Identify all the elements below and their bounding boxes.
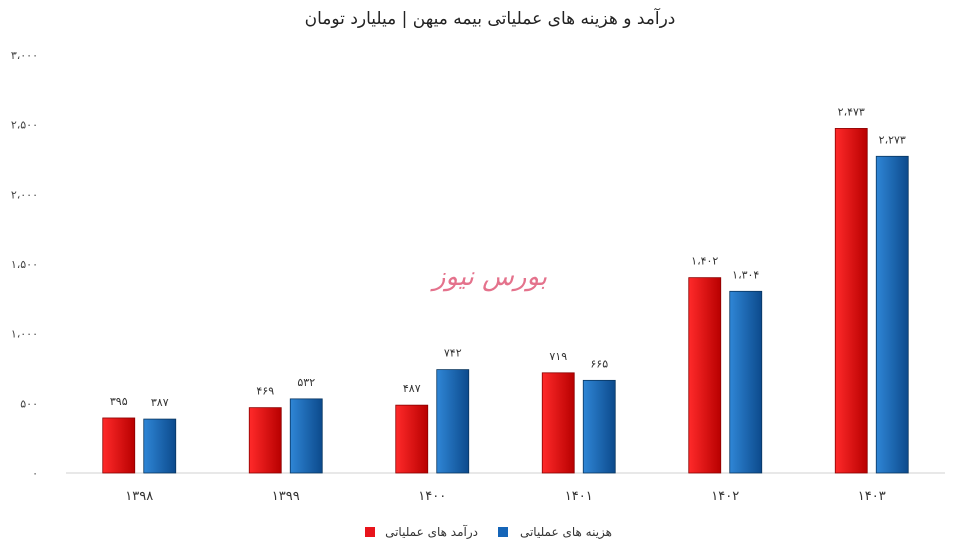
bar-revenue <box>395 404 429 474</box>
data-label: ۱،۳۰۴ <box>732 268 759 281</box>
data-label: ۳۸۷ <box>151 396 169 409</box>
y-tick-label: ۲،۵۰۰ <box>11 119 38 132</box>
bar-revenue <box>248 407 282 474</box>
bar-expense <box>875 155 909 474</box>
data-label: ۷۱۹ <box>549 350 567 363</box>
x-tick-label: ۱۳۹۹ <box>272 489 300 504</box>
y-tick-label: ۱،۵۰۰ <box>11 258 38 271</box>
data-label: ۷۴۲ <box>444 347 462 360</box>
data-label: ۲،۲۷۳ <box>879 133 906 146</box>
x-tick-label: ۱۳۹۸ <box>125 489 153 504</box>
bar-revenue <box>541 372 575 474</box>
y-tick-label: ۵۰۰ <box>20 397 38 410</box>
legend-swatch-expense <box>498 527 508 537</box>
legend-swatch-revenue <box>365 527 375 537</box>
data-label: ۴۶۹ <box>256 385 274 398</box>
legend-label-expense: هزینه های عملیاتی <box>520 525 612 540</box>
data-label: ۴۸۷ <box>403 382 421 395</box>
data-label: ۲،۴۷۳ <box>838 105 865 118</box>
x-tick-label: ۱۴۰۳ <box>858 489 886 504</box>
bar-expense <box>729 290 763 474</box>
x-tick-label: ۱۴۰۲ <box>711 489 739 504</box>
y-tick-label: ۱،۰۰۰ <box>11 328 38 341</box>
bar-revenue <box>102 417 136 474</box>
data-label: ۱،۴۰۲ <box>691 255 718 268</box>
bar-expense <box>582 379 616 474</box>
watermark-text: بورس نیوز <box>430 262 547 292</box>
bar-expense <box>143 418 177 474</box>
y-tick-label: ۲،۰۰۰ <box>11 188 38 201</box>
y-tick-label: ۳،۰۰۰ <box>11 49 38 62</box>
data-labels-group: ۳۹۵ ۳۸۷ ۴۶۹ ۵۳۲ ۴۸۷ ۷۴۲ ۷۱۹ ۶۶۵ ۱،۴۰۲ ۱،۳۰۴ ۲،۴۷۳ ۲… <box>110 105 906 409</box>
data-label: ۶۶۵ <box>590 357 608 370</box>
x-tick-label: ۱۴۰۱ <box>565 489 593 504</box>
chart-title: درآمد و هزینه های عملیاتی بیمه میهن | می… <box>305 7 676 29</box>
bars-group <box>102 128 909 474</box>
x-axis: ۱۳۹۸ ۱۳۹۹ ۱۴۰۰ ۱۴۰۱ ۱۴۰۲ ۱۴۰۳ <box>125 489 885 504</box>
legend-label-revenue: درآمد های عملیاتی <box>385 524 478 540</box>
legend: درآمد های عملیاتی هزینه های عملیاتی <box>365 524 612 540</box>
bar-revenue <box>688 277 722 474</box>
x-tick-label: ۱۴۰۰ <box>418 489 446 504</box>
data-label: ۵۳۲ <box>297 376 315 389</box>
bar-expense <box>436 369 470 474</box>
data-label: ۳۹۵ <box>110 395 128 408</box>
y-axis: ۰ ۵۰۰ ۱،۰۰۰ ۱،۵۰۰ ۲،۰۰۰ ۲،۵۰۰ ۳،۰۰۰ <box>11 49 38 480</box>
bar-revenue <box>834 128 868 474</box>
y-tick-label: ۰ <box>32 467 38 480</box>
bar-expense <box>289 398 323 474</box>
